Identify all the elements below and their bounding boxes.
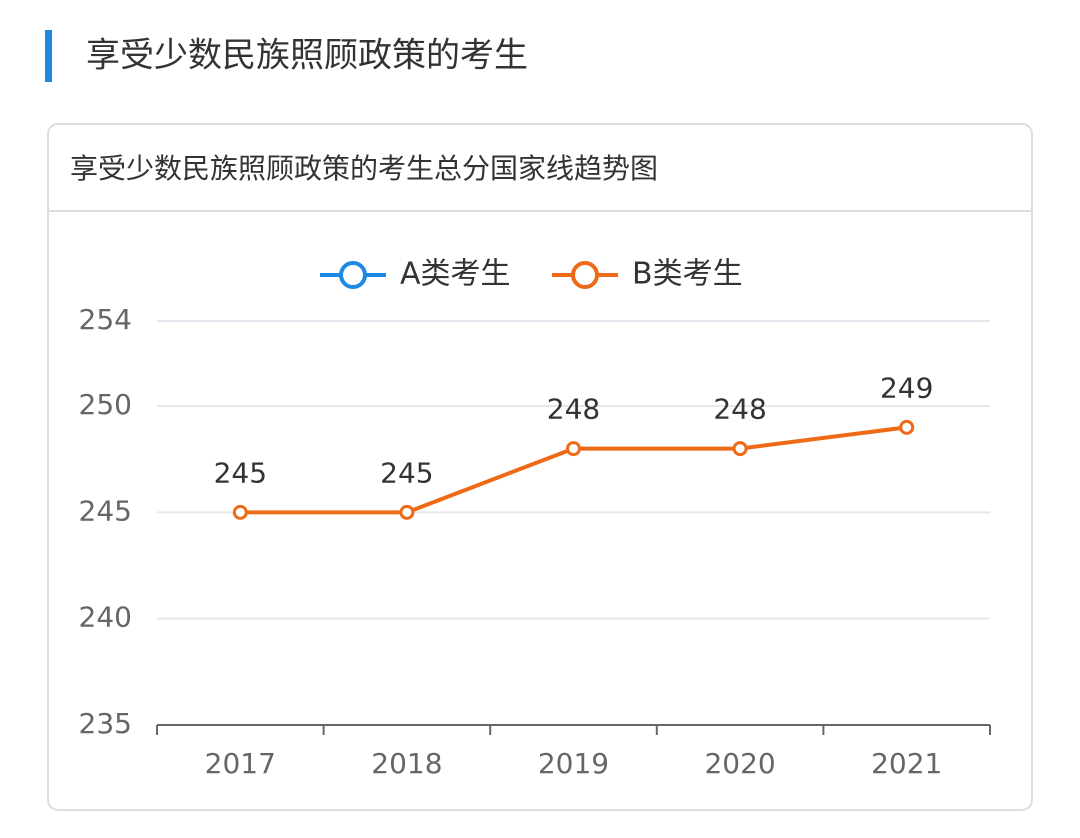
x-tick-label: 2018 [371, 747, 442, 780]
y-tick-label: 254 [79, 303, 132, 336]
point [399, 504, 415, 520]
data-label: 248 [547, 393, 600, 426]
y-tick-label: 235 [79, 707, 132, 740]
x-tick-label: 2021 [871, 747, 942, 780]
heading: 享受少数民族照顾政策的考生 [86, 36, 528, 76]
x-tick-label: 2020 [704, 747, 775, 780]
legend-marker [339, 261, 367, 289]
y-tick-label: 245 [79, 494, 132, 527]
data-label: 249 [880, 371, 933, 404]
point [232, 504, 248, 520]
y-tick-label: 250 [79, 388, 132, 421]
chart-title: 享受少数民族照顾政策的考生总分国家线趋势图 [70, 152, 658, 185]
x-tick-label: 2017 [205, 747, 276, 780]
legend-marker [571, 261, 599, 289]
point [899, 419, 915, 435]
data-label: 248 [713, 393, 766, 426]
card [47, 123, 1033, 811]
point [732, 441, 748, 457]
legend-label: A类考生 [400, 257, 511, 292]
x-tick-label: 2019 [538, 747, 609, 780]
y-tick-label: 240 [79, 601, 132, 634]
data-label: 245 [380, 456, 433, 489]
heading-bar [45, 30, 52, 82]
data-label: 245 [214, 456, 267, 489]
plot: 235 240 245 250 254 2017 2018 2019 2020 2021 A类考生 B… [79, 257, 991, 780]
legend-label: B类考生 [632, 257, 743, 292]
point [566, 441, 581, 457]
